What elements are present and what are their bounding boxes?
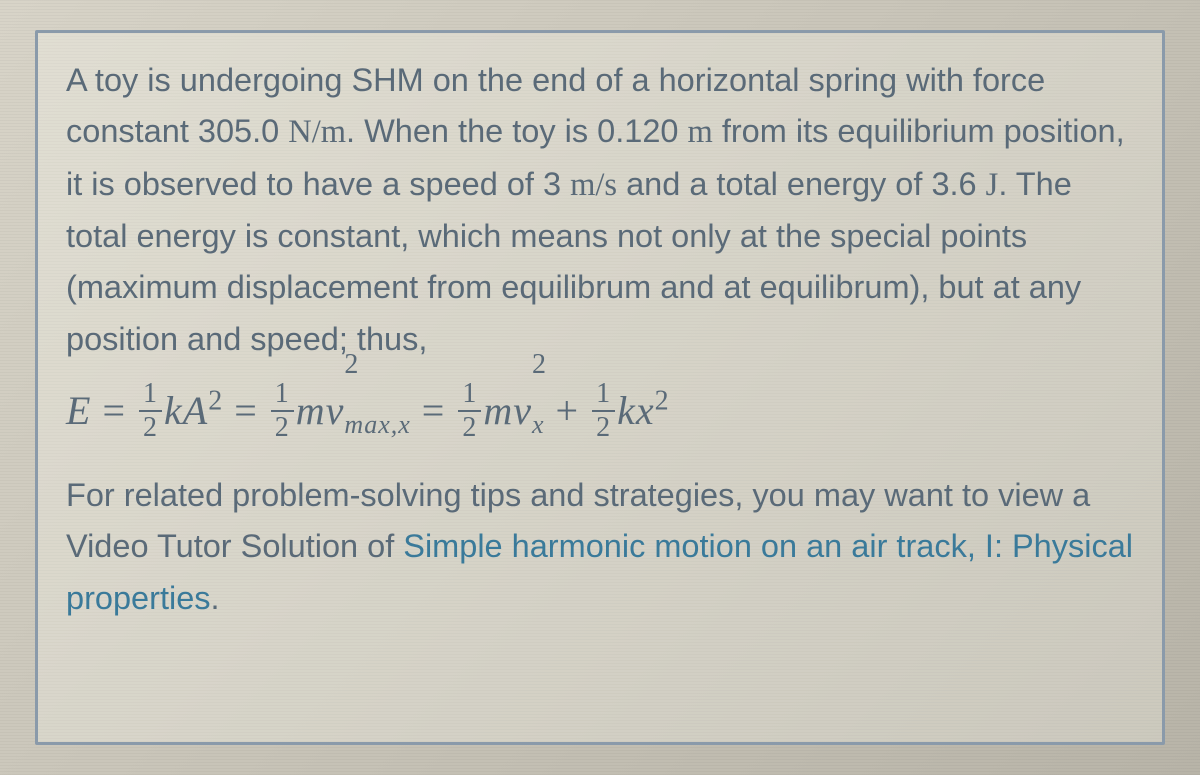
- footer-text: For related problem-solving tips and str…: [66, 470, 1134, 624]
- displacement-value: 0.120 m: [597, 113, 713, 149]
- text-part-2: . When the toy is: [346, 113, 597, 149]
- problem-content: A toy is undergoing SHM on the end of a …: [66, 55, 1134, 624]
- fraction-half-1: 12: [139, 380, 162, 442]
- spring-constant: 305.0 N/m: [198, 113, 346, 149]
- problem-text: A toy is undergoing SHM on the end of a …: [66, 55, 1134, 365]
- speed-value: 3 m/s: [543, 166, 617, 202]
- energy-equation: E = 12kA2 = 12mv2max,x = 12mv2x + 12kx2: [66, 379, 1134, 446]
- fraction-half-3: 12: [458, 380, 481, 442]
- problem-panel: A toy is undergoing SHM on the end of a …: [35, 30, 1165, 745]
- v-x-subscript: 2x: [532, 379, 545, 442]
- fraction-half-2: 12: [271, 380, 294, 442]
- energy-value: 3.6 J: [931, 166, 998, 202]
- footer-period: .: [211, 580, 220, 616]
- text-part-4: and a total energy of: [617, 166, 931, 202]
- fraction-half-4: 12: [592, 380, 615, 442]
- v-max-subscript: 2max,x: [344, 379, 410, 442]
